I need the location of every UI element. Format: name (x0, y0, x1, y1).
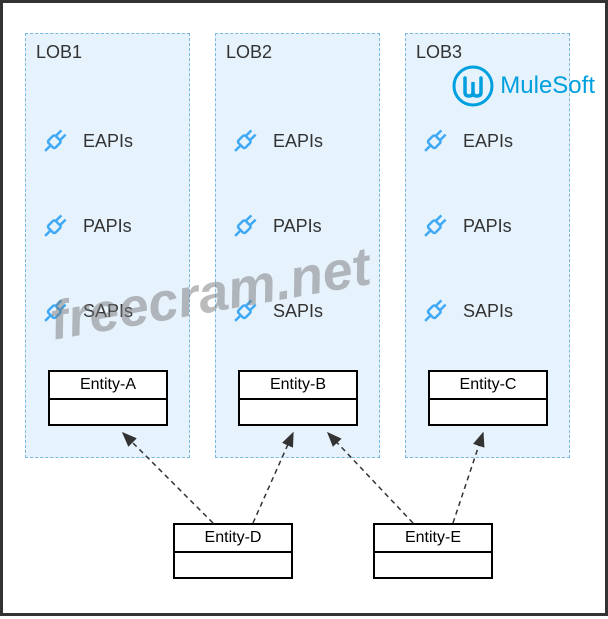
plug-icon (37, 208, 73, 244)
entity-body (50, 400, 166, 422)
api-label: EAPIs (83, 131, 133, 152)
entity-box-a: Entity-A (48, 370, 168, 426)
api-row: SAPIs (227, 293, 323, 329)
plug-icon (417, 208, 453, 244)
api-label: SAPIs (83, 301, 133, 322)
api-row: EAPIs (37, 123, 133, 159)
entity-label: Entity-C (430, 372, 546, 400)
api-row: PAPIs (37, 208, 132, 244)
api-label: EAPIs (463, 131, 513, 152)
api-label: SAPIs (463, 301, 513, 322)
plug-icon (417, 123, 453, 159)
plug-icon (417, 293, 453, 329)
api-label: PAPIs (463, 216, 512, 237)
lob-title-2: LOB2 (226, 42, 272, 63)
api-row: PAPIs (227, 208, 322, 244)
entity-label: Entity-B (240, 372, 356, 400)
entity-body (430, 400, 546, 422)
entity-body (175, 553, 291, 575)
plug-icon (37, 293, 73, 329)
mulesoft-label: MuleSoft (500, 72, 595, 100)
api-label: PAPIs (273, 216, 322, 237)
api-label: EAPIs (273, 131, 323, 152)
plug-icon (227, 208, 263, 244)
entity-label: Entity-D (175, 525, 291, 553)
plug-icon (227, 123, 263, 159)
entity-box-c: Entity-C (428, 370, 548, 426)
api-row: SAPIs (37, 293, 133, 329)
entity-box-d: Entity-D (173, 523, 293, 579)
api-row: EAPIs (227, 123, 323, 159)
api-label: SAPIs (273, 301, 323, 322)
mulesoft-logo: MuleSoft (452, 65, 595, 107)
api-row: SAPIs (417, 293, 513, 329)
entity-box-e: Entity-E (373, 523, 493, 579)
lob-title-1: LOB1 (36, 42, 82, 63)
entity-body (240, 400, 356, 422)
mulesoft-icon (452, 65, 494, 107)
entity-box-b: Entity-B (238, 370, 358, 426)
api-label: PAPIs (83, 216, 132, 237)
entity-label: Entity-A (50, 372, 166, 400)
plug-icon (227, 293, 263, 329)
lob-title-3: LOB3 (416, 42, 462, 63)
api-row: EAPIs (417, 123, 513, 159)
api-row: PAPIs (417, 208, 512, 244)
entity-body (375, 553, 491, 575)
entity-label: Entity-E (375, 525, 491, 553)
plug-icon (37, 123, 73, 159)
